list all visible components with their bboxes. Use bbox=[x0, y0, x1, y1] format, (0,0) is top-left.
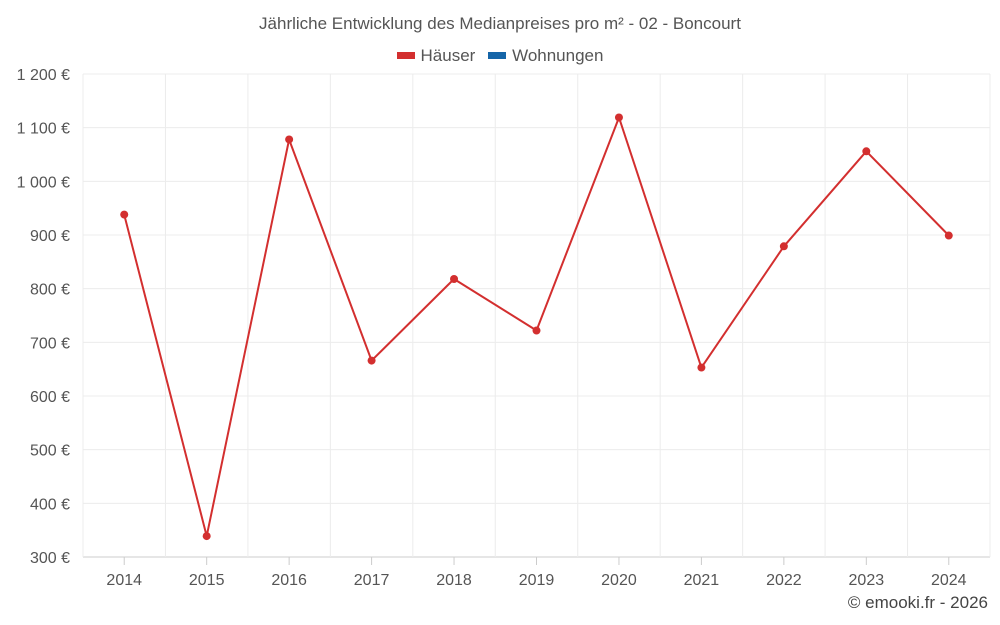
y-tick-label: 900 € bbox=[30, 228, 70, 245]
y-tick-label: 1 000 € bbox=[17, 174, 70, 191]
y-tick-label: 1 200 € bbox=[17, 67, 70, 84]
legend-swatch-haeuser bbox=[396, 52, 415, 59]
legend: Häuser Wohnungen bbox=[0, 44, 1000, 66]
y-tick-label: 400 € bbox=[30, 496, 70, 513]
data-point[interactable] bbox=[120, 210, 129, 219]
y-tick-label: 300 € bbox=[30, 550, 70, 567]
legend-item-haeuser[interactable]: Häuser bbox=[396, 45, 476, 66]
legend-label-wohnungen: Wohnungen bbox=[512, 45, 604, 65]
legend-swatch-wohnungen bbox=[488, 52, 507, 59]
x-tick-label: 2023 bbox=[849, 572, 885, 589]
x-tick-label: 2014 bbox=[106, 572, 142, 589]
y-tick-label: 500 € bbox=[30, 443, 70, 460]
chart-title: Jährliche Entwicklung des Medianpreises … bbox=[259, 14, 741, 33]
data-point[interactable] bbox=[202, 532, 211, 541]
y-tick-label: 800 € bbox=[30, 282, 70, 299]
x-tick-label: 2018 bbox=[436, 572, 472, 589]
y-tick-label: 600 € bbox=[30, 389, 70, 406]
x-tick-label: 2019 bbox=[519, 572, 555, 589]
data-point[interactable] bbox=[697, 363, 706, 372]
x-tick-label: 2020 bbox=[601, 572, 637, 589]
data-point[interactable] bbox=[862, 147, 871, 156]
x-tick-label: 2016 bbox=[271, 572, 307, 589]
legend-item-wohnungen[interactable]: Wohnungen bbox=[488, 46, 603, 66]
data-point[interactable] bbox=[367, 356, 376, 365]
data-point[interactable] bbox=[614, 113, 623, 122]
x-tick-label: 2017 bbox=[354, 572, 390, 589]
x-tick-label: 2022 bbox=[766, 572, 802, 589]
legend-label-haeuser: Häuser bbox=[420, 45, 476, 65]
x-tick-label: 2024 bbox=[931, 572, 967, 589]
data-point[interactable] bbox=[532, 326, 541, 335]
data-point[interactable] bbox=[450, 275, 459, 284]
data-point[interactable] bbox=[779, 242, 788, 251]
y-tick-label: 700 € bbox=[30, 335, 70, 352]
copyright-credit: © emooki.fr - 2026 bbox=[847, 593, 988, 612]
data-point[interactable] bbox=[944, 231, 953, 240]
data-point[interactable] bbox=[285, 135, 294, 144]
y-tick-label: 1 100 € bbox=[17, 121, 70, 138]
x-tick-label: 2021 bbox=[684, 572, 720, 589]
x-tick-label: 2015 bbox=[189, 572, 225, 589]
